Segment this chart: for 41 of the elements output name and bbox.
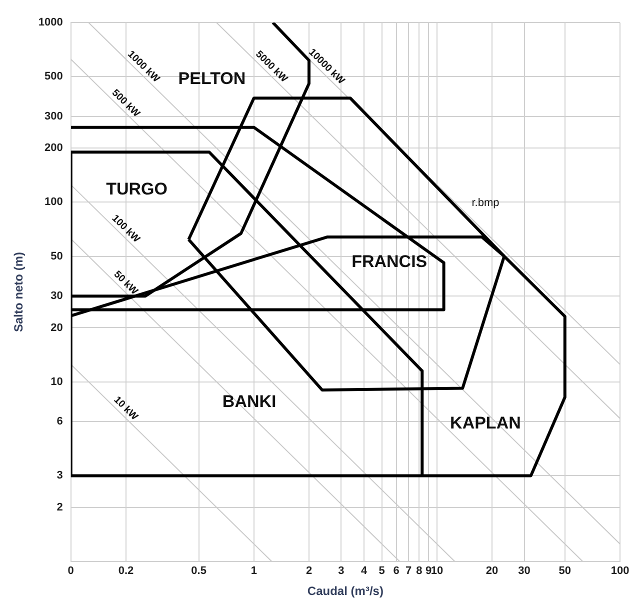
x-tick-label: 20 — [486, 565, 498, 578]
y-tick-label: 10 — [50, 376, 63, 388]
y-tick-label: 100 — [44, 196, 63, 208]
y-axis-title: Salto neto (m) — [12, 252, 26, 332]
x-tick-label: 0.2 — [118, 565, 134, 578]
y-tick-label: 300 — [44, 110, 63, 123]
y-tick-label: 30 — [50, 290, 63, 302]
text: 500 kW — [109, 87, 142, 120]
x-tick-label: 50 — [558, 565, 572, 578]
annotation: r.bmp — [472, 197, 500, 210]
annotation: FRANCIS — [352, 252, 428, 272]
x-tick-label: 1 — [250, 565, 257, 578]
y-tick-label: 500 — [44, 70, 63, 83]
x-tick-label: 5 — [378, 565, 385, 578]
y-tick-label: 1000 — [38, 16, 63, 29]
x-tick-label: 3 — [338, 565, 344, 578]
x-tick-label: 0 — [68, 565, 74, 578]
x-tick-label: 6 — [393, 565, 400, 578]
annotation: TURGO — [106, 179, 168, 198]
x-tick-label: 30 — [518, 565, 530, 578]
y-tick-label: 50 — [50, 250, 63, 262]
y-tick-label: 20 — [50, 322, 63, 334]
annotation: PELTON — [178, 68, 246, 88]
y-tick-label: 200 — [44, 142, 63, 154]
x-tick-label: 9 — [426, 565, 432, 578]
x-tick-label: 7 — [406, 565, 412, 578]
x-tick-label: 0.5 — [191, 565, 206, 578]
x-axis-title: Caudal (m³/s) — [307, 584, 384, 598]
y-tick-label: 2 — [56, 501, 63, 514]
x-tick-label: 100 — [610, 565, 630, 578]
y-tick-label: 6 — [56, 416, 63, 428]
text: 50 kW — [111, 269, 140, 298]
x-tick-label: 8 — [416, 565, 422, 578]
annotation: KAPLAN — [450, 414, 521, 433]
x-tick-label: 4 — [361, 565, 368, 578]
x-tick-label: 2 — [306, 565, 312, 578]
y-tick-label: 3 — [56, 470, 63, 482]
x-tick-label: 10 — [430, 565, 444, 578]
text: 100 kW — [109, 213, 142, 246]
text: 10 kW — [111, 394, 140, 424]
annotation: BANKI — [222, 392, 276, 412]
